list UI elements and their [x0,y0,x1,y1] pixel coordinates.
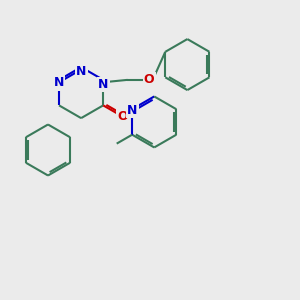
Text: O: O [117,110,128,123]
Text: N: N [76,65,86,78]
Text: O: O [144,74,154,86]
Text: N: N [127,104,137,117]
Text: N: N [54,76,64,89]
Text: N: N [98,78,108,91]
